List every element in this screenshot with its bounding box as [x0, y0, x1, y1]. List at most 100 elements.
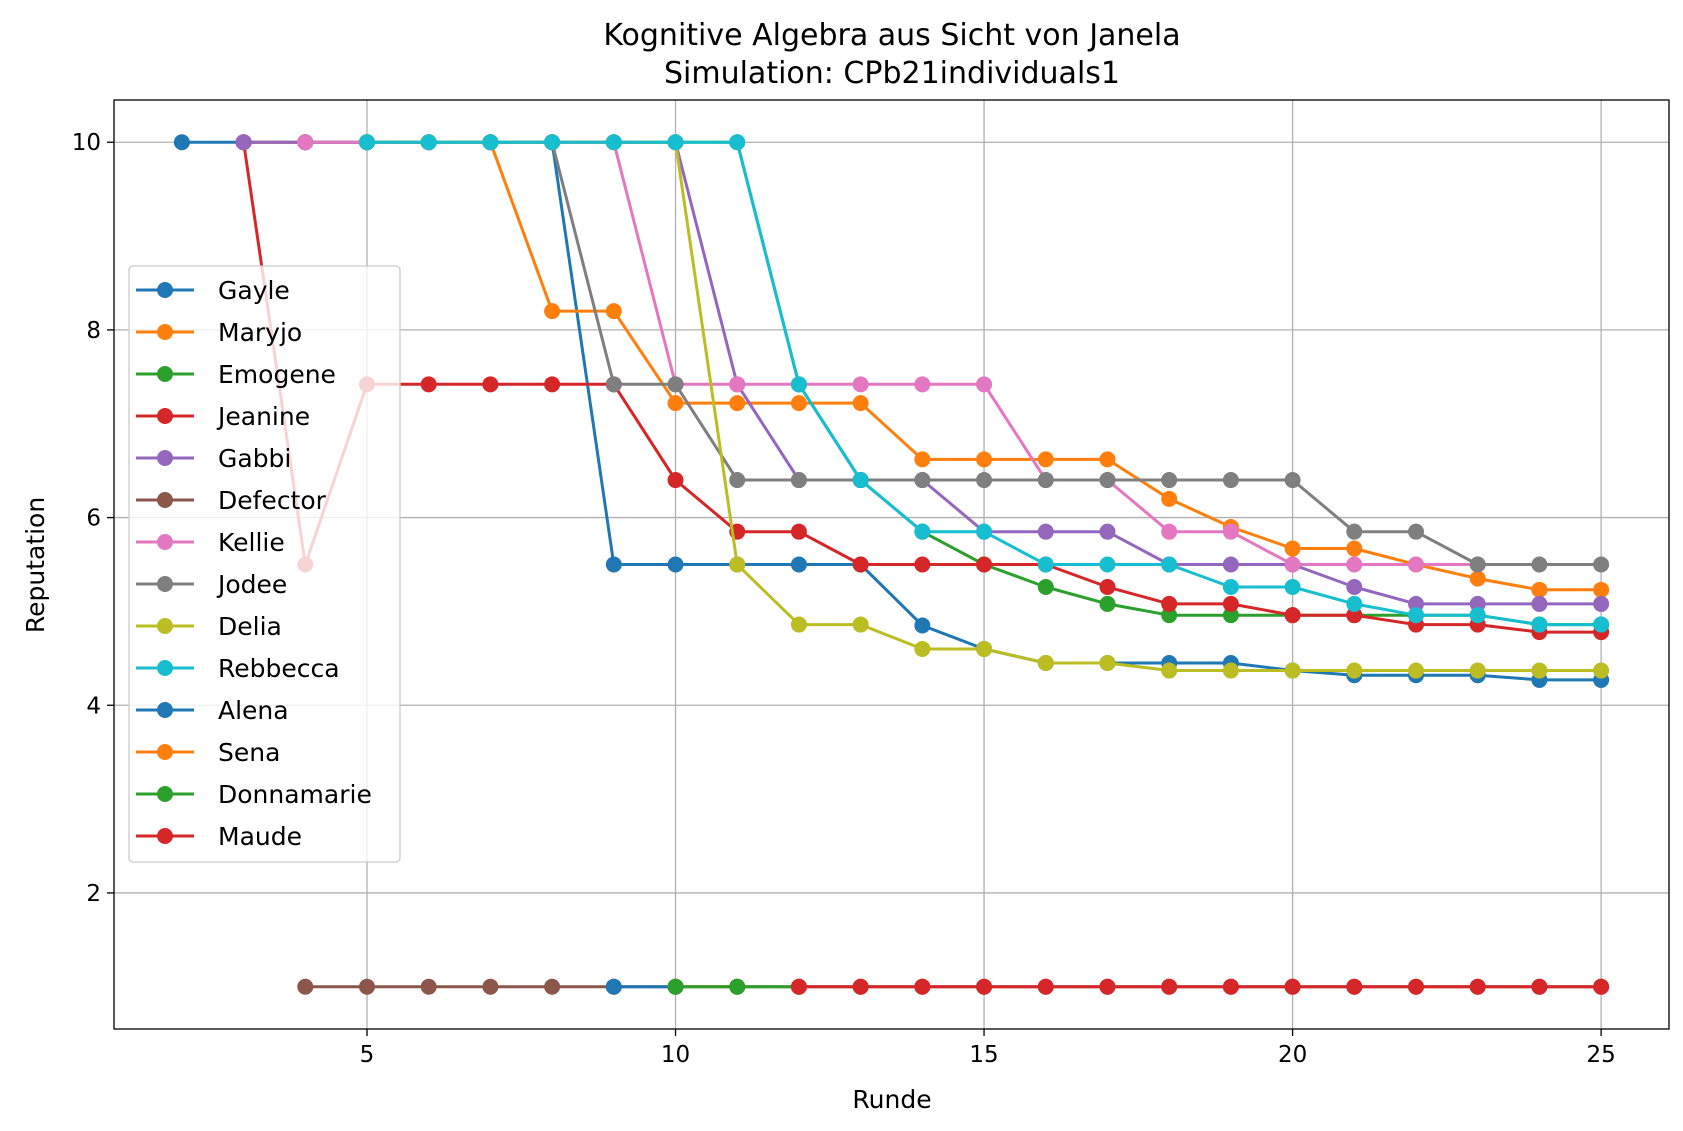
legend-item-sena: Sena	[136, 738, 280, 767]
legend-swatch-marker	[157, 702, 173, 718]
data-point-maryjo	[914, 451, 931, 468]
legend-item-kellie: Kellie	[136, 528, 285, 557]
legend-swatch-marker	[157, 576, 173, 592]
legend-label: Donnamarie	[218, 780, 372, 809]
data-point-maude	[1469, 978, 1486, 995]
legend-item-gabbi: Gabbi	[136, 444, 291, 473]
legend-swatch-marker	[157, 828, 173, 844]
legend-swatch-marker	[157, 744, 173, 760]
legend-swatch-marker	[157, 534, 173, 550]
data-point-rebbecca	[1408, 607, 1425, 624]
data-point-maryjo	[544, 303, 561, 320]
data-point-maude	[1037, 978, 1054, 995]
data-point-jodee	[605, 376, 622, 393]
data-point-rebbecca	[544, 134, 561, 151]
data-point-defector	[482, 978, 499, 995]
data-point-jodee	[914, 472, 931, 489]
legend: Gayle Maryjo Emogene Jeanine Gabbi Defector Ke…	[128, 265, 401, 863]
legend-item-defector: Defector	[136, 486, 327, 515]
data-point-rebbecca	[1593, 616, 1610, 633]
data-point-kellie	[729, 376, 746, 393]
data-point-delia	[1408, 662, 1425, 679]
data-point-maude	[1161, 978, 1178, 995]
data-point-gayle	[667, 556, 684, 573]
legend-label: Maude	[218, 822, 302, 851]
data-point-maude	[1222, 978, 1239, 995]
data-point-rebbecca	[914, 523, 931, 540]
data-point-jodee	[1593, 556, 1610, 573]
data-point-donnamarie	[667, 978, 684, 995]
legend-item-gayle: Gayle	[136, 276, 290, 305]
data-point-jodee	[1284, 472, 1301, 489]
data-point-rebbecca	[976, 523, 993, 540]
data-point-jodee	[729, 472, 746, 489]
data-point-gayle	[605, 556, 622, 573]
legend-item-jeanine: Jeanine	[136, 402, 310, 431]
data-point-delia	[914, 640, 931, 657]
data-point-gayle	[790, 556, 807, 573]
data-point-maryjo	[1284, 540, 1301, 557]
data-point-gabbi	[1346, 579, 1363, 596]
data-point-kellie	[914, 376, 931, 393]
data-point-maude	[852, 978, 869, 995]
legend-swatch-marker	[157, 282, 173, 298]
data-point-delia	[1222, 662, 1239, 679]
data-point-maryjo	[1593, 581, 1610, 598]
legend-swatch-marker	[157, 324, 173, 340]
data-point-defector	[297, 978, 314, 995]
series-group	[173, 134, 1610, 995]
legend-label: Gayle	[218, 276, 290, 305]
data-point-jeanine	[852, 556, 869, 573]
legend-item-delia: Delia	[136, 612, 282, 641]
data-point-rebbecca	[1284, 579, 1301, 596]
data-point-defector	[420, 978, 437, 995]
data-point-gayle	[914, 617, 931, 634]
data-point-maryjo	[852, 395, 869, 412]
data-point-maude	[1284, 978, 1301, 995]
legend-frame	[128, 265, 401, 863]
data-point-jeanine	[482, 376, 499, 393]
data-point-jodee	[976, 472, 993, 489]
x-tick-label: 20	[1278, 1042, 1307, 1068]
legend-label: Sena	[218, 738, 280, 767]
y-tick-label: 10	[72, 130, 101, 156]
data-point-rebbecca	[790, 376, 807, 393]
data-point-jeanine	[1346, 607, 1363, 624]
y-tick-label: 4	[86, 693, 101, 719]
data-point-gabbi	[1531, 595, 1548, 612]
data-point-jodee	[1099, 472, 1116, 489]
data-point-rebbecca	[1161, 556, 1178, 573]
data-point-gabbi	[1037, 523, 1054, 540]
data-point-jeanine	[544, 376, 561, 393]
data-point-jeanine	[667, 472, 684, 489]
data-point-gabbi	[1408, 595, 1425, 612]
data-point-maude	[1531, 978, 1548, 995]
legend-label: Emogene	[218, 360, 336, 389]
data-point-maryjo	[1037, 451, 1054, 468]
legend-label: Defector	[218, 486, 327, 515]
data-point-delia	[1593, 662, 1610, 679]
data-point-maude	[1099, 978, 1116, 995]
data-point-jodee	[1222, 472, 1239, 489]
data-point-emogene	[1037, 579, 1054, 596]
data-point-gayle	[173, 134, 190, 151]
data-point-jeanine	[420, 376, 437, 393]
data-point-jeanine	[1161, 595, 1178, 612]
plot-frame	[113, 99, 1670, 1030]
x-tick-label: 5	[360, 1042, 375, 1068]
data-point-maude	[790, 978, 807, 995]
legend-swatch-marker	[157, 408, 173, 424]
data-point-maryjo	[729, 395, 746, 412]
data-point-gabbi	[235, 134, 252, 151]
chart-subtitle: Simulation: CPb21individuals1	[664, 56, 1120, 91]
data-point-jeanine	[914, 556, 931, 573]
legend-label: Alena	[218, 696, 289, 725]
data-point-delia	[729, 556, 746, 573]
data-point-maryjo	[1469, 570, 1486, 587]
data-point-kellie	[1346, 556, 1363, 573]
x-axis-label: Runde	[852, 1085, 931, 1114]
data-point-rebbecca	[1037, 556, 1054, 573]
data-point-rebbecca	[1531, 616, 1548, 633]
legend-label: Jodee	[216, 570, 287, 599]
